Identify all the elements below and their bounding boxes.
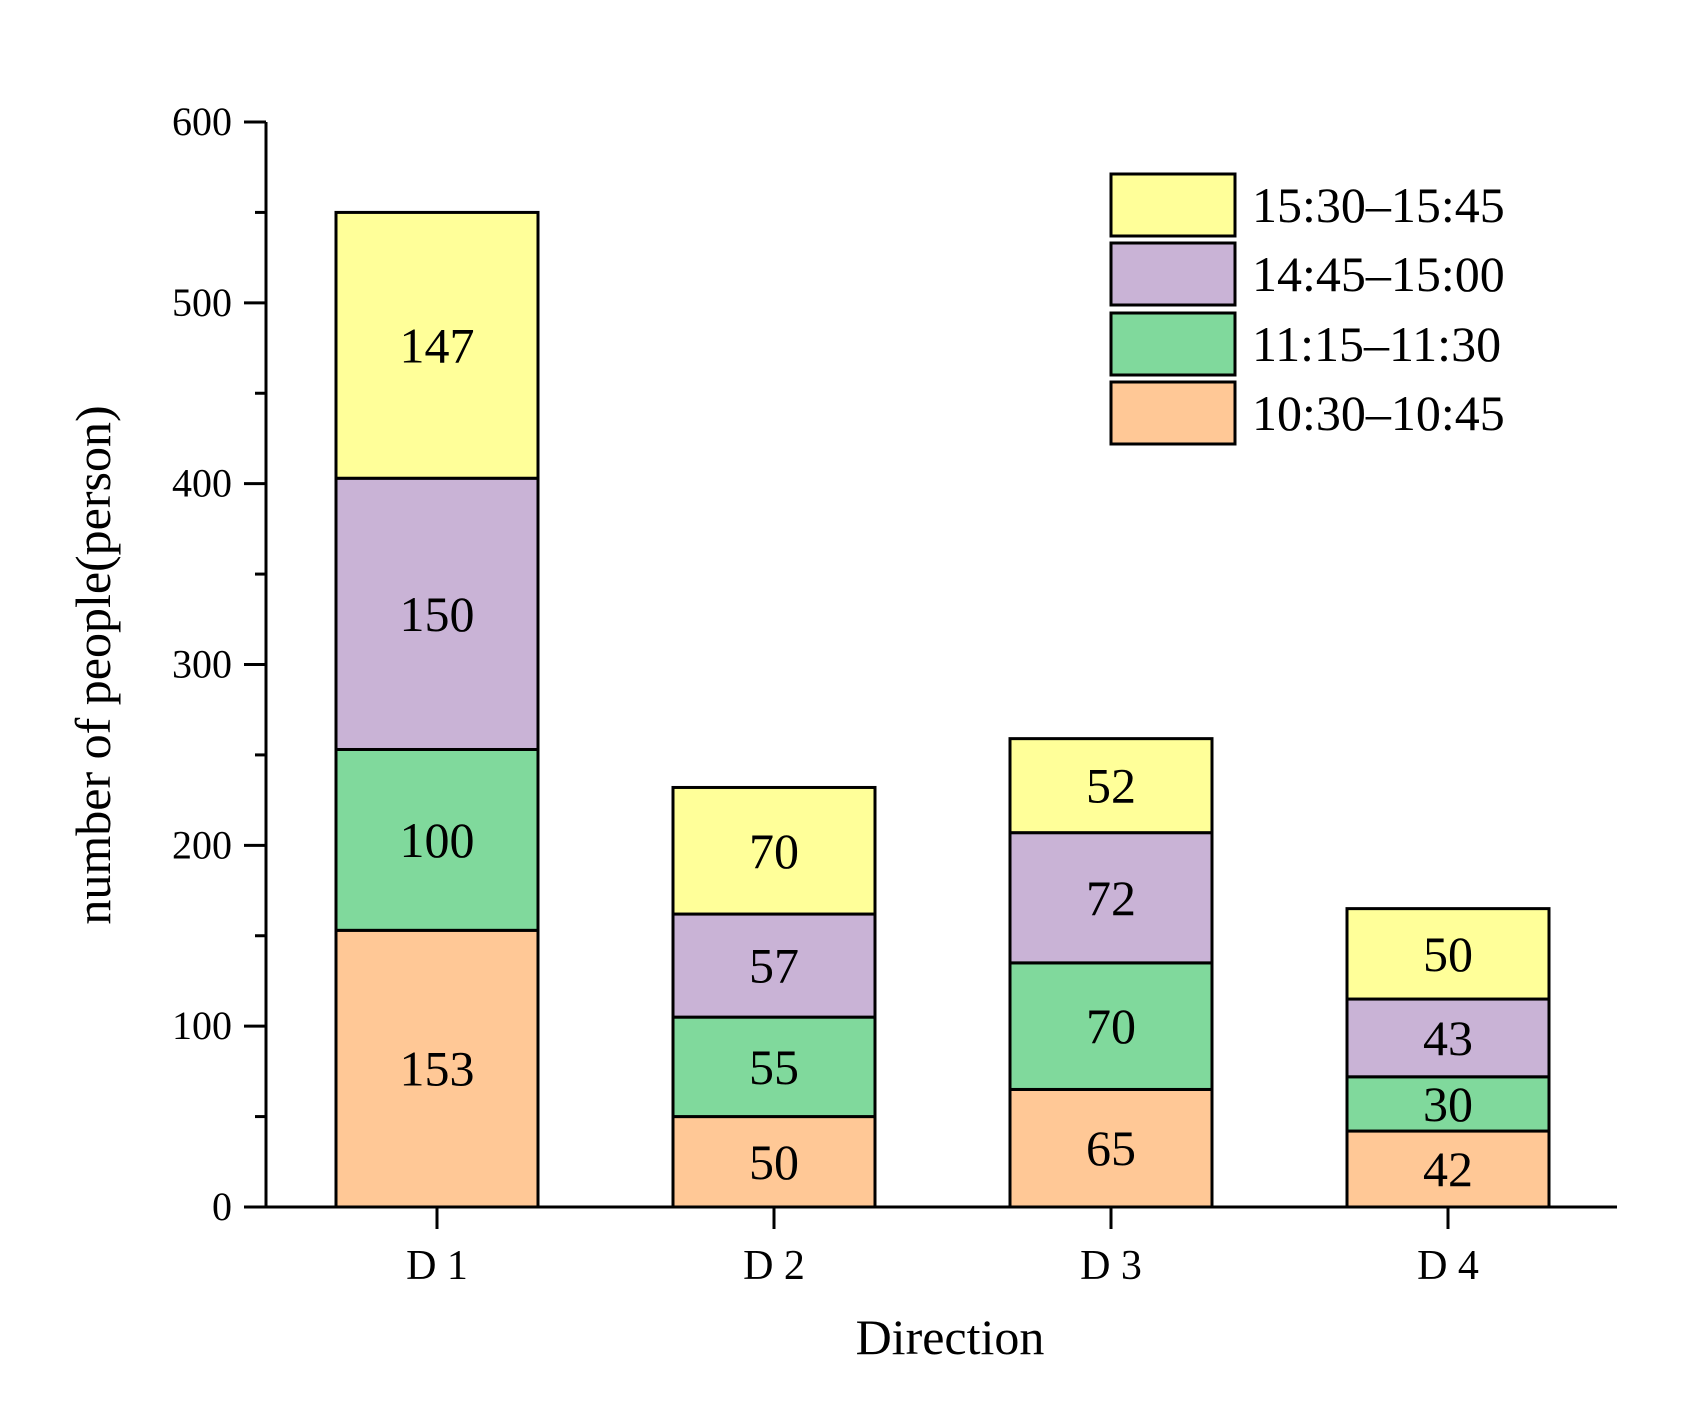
y-tick-label: 500: [172, 280, 232, 325]
y-tick-label: 600: [172, 99, 232, 144]
bar-segment: [671, 1015, 877, 1119]
y-tick-label: 0: [212, 1184, 232, 1229]
y-axis-ticks: 0 100 200 300 400 500 600: [172, 99, 266, 1229]
bar-segment: [1345, 907, 1551, 1001]
y-tick-label: 400: [172, 461, 232, 506]
bar-value-label: 50: [749, 1134, 799, 1190]
bar-segment: [1008, 737, 1214, 835]
legend-label: 11:15–11:30: [1252, 316, 1501, 372]
x-tick-label: D 2: [743, 1243, 805, 1289]
legend-label: 10:30–10:45: [1252, 385, 1505, 441]
x-axis-title: Direction: [856, 1309, 1045, 1365]
legend-swatch: [1109, 380, 1237, 446]
legend-swatch: [1109, 311, 1237, 377]
legend-swatch: [1109, 172, 1237, 238]
bar-value-label: 65: [1086, 1120, 1136, 1176]
legend-label: 14:45–15:00: [1252, 246, 1505, 302]
legend: 15:30–15:45 14:45–15:00 11:15–11:30 10:30–1…: [1109, 172, 1505, 446]
legend-swatch: [1109, 241, 1237, 307]
bar-segment: [1008, 831, 1214, 965]
x-tick-label: D 3: [1080, 1243, 1142, 1289]
bar-segment: [1008, 961, 1214, 1091]
y-tick-label: 300: [172, 642, 232, 687]
bar-value-label: 72: [1086, 870, 1136, 926]
bar-value-label: 42: [1423, 1141, 1473, 1197]
legend-label: 15:30–15:45: [1252, 177, 1505, 233]
bar-segment: [334, 928, 540, 1209]
y-tick-label: 100: [172, 1003, 232, 1048]
bar-segment: [334, 747, 540, 932]
bar-value-label: 30: [1423, 1076, 1473, 1132]
x-tick-label: D 1: [406, 1243, 468, 1289]
bar-segment: [671, 785, 877, 916]
y-axis-title: number of people(person): [65, 405, 121, 924]
bar-value-label: 70: [1086, 998, 1136, 1054]
bars: 153 100 150 147 50 55 57 70 65 70 72 52 42 30 43 50: [334, 210, 1551, 1209]
y-tick-label: 200: [172, 822, 232, 867]
bar-value-label: 150: [400, 586, 475, 642]
bar-segment: [1345, 1129, 1551, 1209]
bar-value-label: 153: [400, 1041, 475, 1097]
x-axis-ticks: D 1 D 2 D 3 D 4: [406, 1207, 1479, 1289]
bar-segment: [671, 1115, 877, 1209]
bar-value-label: 43: [1423, 1010, 1473, 1066]
bar-segment: [671, 912, 877, 1019]
bar-value-label: 70: [749, 823, 799, 879]
axes: [244, 122, 1617, 1209]
bar-value-label: 55: [749, 1039, 799, 1095]
bar-value-label: 52: [1086, 758, 1136, 814]
bar-value-label: 57: [749, 938, 799, 994]
x-tick-label: D 4: [1417, 1243, 1479, 1289]
bar-value-label: 100: [400, 812, 475, 868]
bar-segment: [1008, 1087, 1214, 1209]
bar-value-label: 147: [400, 317, 475, 373]
bar-value-label: 50: [1423, 926, 1473, 982]
bar-segment: [334, 476, 540, 751]
bar-segment: [334, 210, 540, 480]
